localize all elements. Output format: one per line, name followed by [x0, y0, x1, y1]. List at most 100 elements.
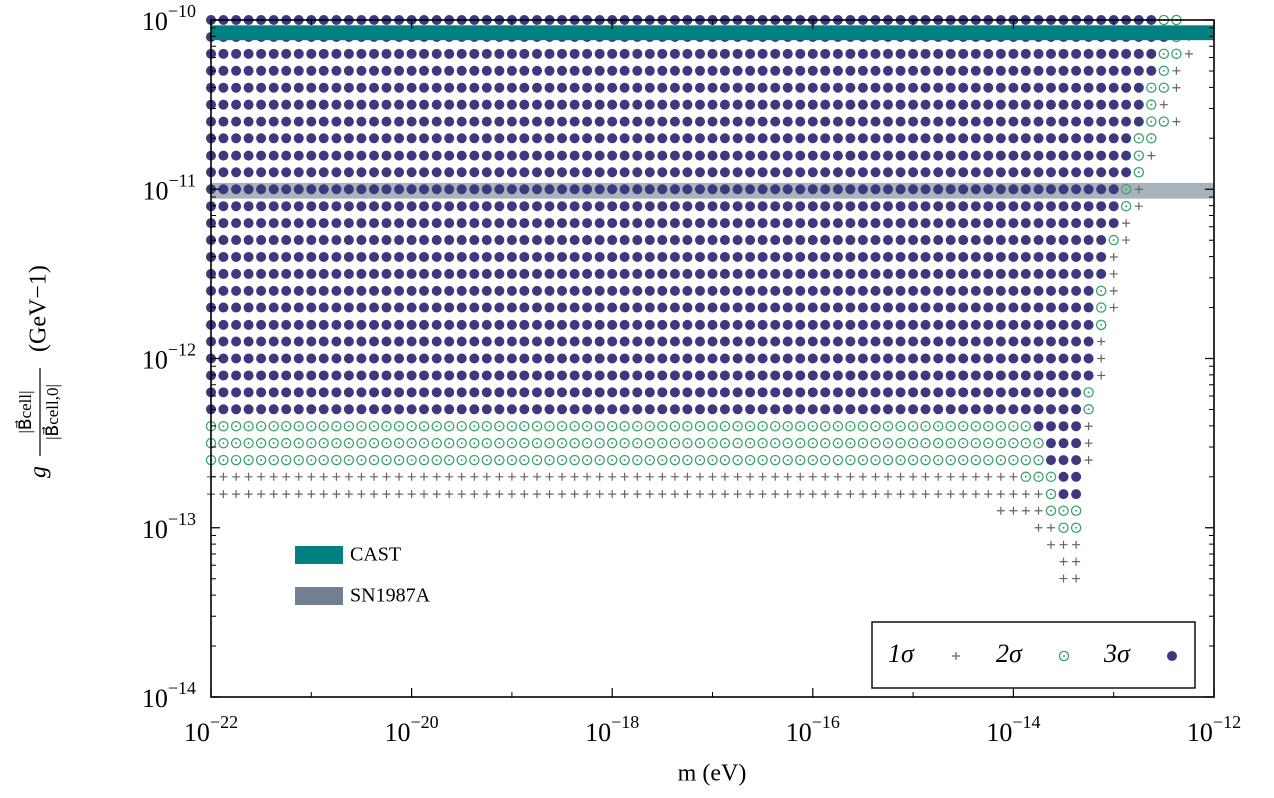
- marker: [832, 82, 843, 93]
- marker: [908, 370, 919, 381]
- marker: [369, 353, 380, 364]
- marker: [506, 285, 517, 296]
- marker-center: [235, 442, 238, 445]
- marker-ring: [268, 454, 279, 466]
- marker: [418, 420, 430, 432]
- marker: [231, 285, 242, 296]
- marker: [331, 420, 342, 432]
- marker-dot: [218, 167, 229, 178]
- marker-dot: [1083, 116, 1094, 127]
- marker-dot: [1096, 251, 1107, 262]
- marker-dot: [381, 99, 392, 110]
- marker: [995, 420, 1007, 432]
- marker-dot: [594, 150, 605, 161]
- marker-dot: [293, 235, 304, 246]
- marker: [682, 235, 693, 246]
- marker: [657, 404, 668, 415]
- marker-center: [861, 425, 864, 428]
- marker-dot: [243, 201, 254, 212]
- marker: [583, 490, 592, 499]
- marker: [1045, 505, 1057, 517]
- marker: [331, 167, 342, 178]
- marker-dot: [1121, 82, 1132, 93]
- marker-dot: [406, 302, 417, 313]
- marker: [444, 133, 455, 144]
- marker-dot: [481, 65, 492, 76]
- marker-dot: [1071, 353, 1082, 364]
- marker: [318, 437, 329, 449]
- marker: [369, 150, 380, 161]
- x-tick-label: 10−20: [385, 712, 439, 747]
- marker: [1084, 456, 1093, 465]
- marker-dot: [1108, 167, 1119, 178]
- marker-dot: [807, 268, 818, 279]
- marker-center: [285, 459, 288, 462]
- marker: [845, 302, 856, 313]
- marker-dot: [607, 48, 618, 59]
- marker-ring: [306, 437, 317, 449]
- marker: [1034, 490, 1043, 499]
- marker: [882, 420, 894, 432]
- marker-dot: [1045, 150, 1056, 161]
- marker: [494, 82, 505, 93]
- marker: [820, 133, 831, 144]
- marker: [607, 404, 618, 415]
- marker-dot: [732, 167, 743, 178]
- marker-dot: [594, 268, 605, 279]
- marker: [494, 336, 505, 347]
- marker: [720, 490, 729, 499]
- marker: [419, 353, 430, 364]
- marker: [682, 133, 693, 144]
- marker: [820, 150, 831, 161]
- marker-plus: [382, 472, 391, 481]
- marker-dot: [569, 387, 580, 398]
- marker: [921, 472, 930, 481]
- marker-ring: [707, 437, 718, 449]
- marker-dot: [318, 319, 329, 330]
- marker-dot: [481, 387, 492, 398]
- marker: [870, 201, 881, 212]
- marker: [807, 235, 818, 246]
- marker-dot: [920, 167, 931, 178]
- marker-dot: [845, 268, 856, 279]
- marker-ring: [443, 454, 455, 466]
- marker: [909, 490, 918, 499]
- marker-dot: [594, 336, 605, 347]
- marker: [995, 268, 1006, 279]
- marker: [595, 490, 604, 499]
- marker: [657, 235, 668, 246]
- marker: [343, 353, 354, 364]
- marker: [945, 235, 956, 246]
- marker: [870, 48, 881, 59]
- marker-dot: [795, 48, 806, 59]
- marker-ring: [920, 437, 931, 449]
- marker-dot: [594, 99, 605, 110]
- marker-ring: [293, 437, 305, 449]
- marker: [331, 116, 342, 127]
- marker-dot: [719, 65, 730, 76]
- marker-dot: [895, 167, 906, 178]
- marker-dot: [958, 48, 969, 59]
- marker: [870, 65, 881, 76]
- marker-plus: [1009, 472, 1018, 481]
- marker-dot: [381, 235, 392, 246]
- marker: [494, 235, 505, 246]
- marker: [469, 48, 480, 59]
- marker: [268, 336, 279, 347]
- marker-ring: [882, 420, 894, 432]
- marker-center: [836, 442, 839, 445]
- marker: [1058, 65, 1069, 76]
- marker: [669, 319, 680, 330]
- marker: [419, 268, 430, 279]
- marker: [807, 82, 818, 93]
- marker-dot: [394, 82, 405, 93]
- marker: [745, 404, 756, 415]
- marker-dot: [1058, 201, 1069, 212]
- marker-dot: [343, 184, 354, 195]
- marker: [820, 353, 831, 364]
- marker: [820, 268, 831, 279]
- marker-plus: [282, 472, 291, 481]
- marker-dot: [268, 285, 279, 296]
- marker-center: [1087, 391, 1090, 394]
- marker: [369, 404, 380, 415]
